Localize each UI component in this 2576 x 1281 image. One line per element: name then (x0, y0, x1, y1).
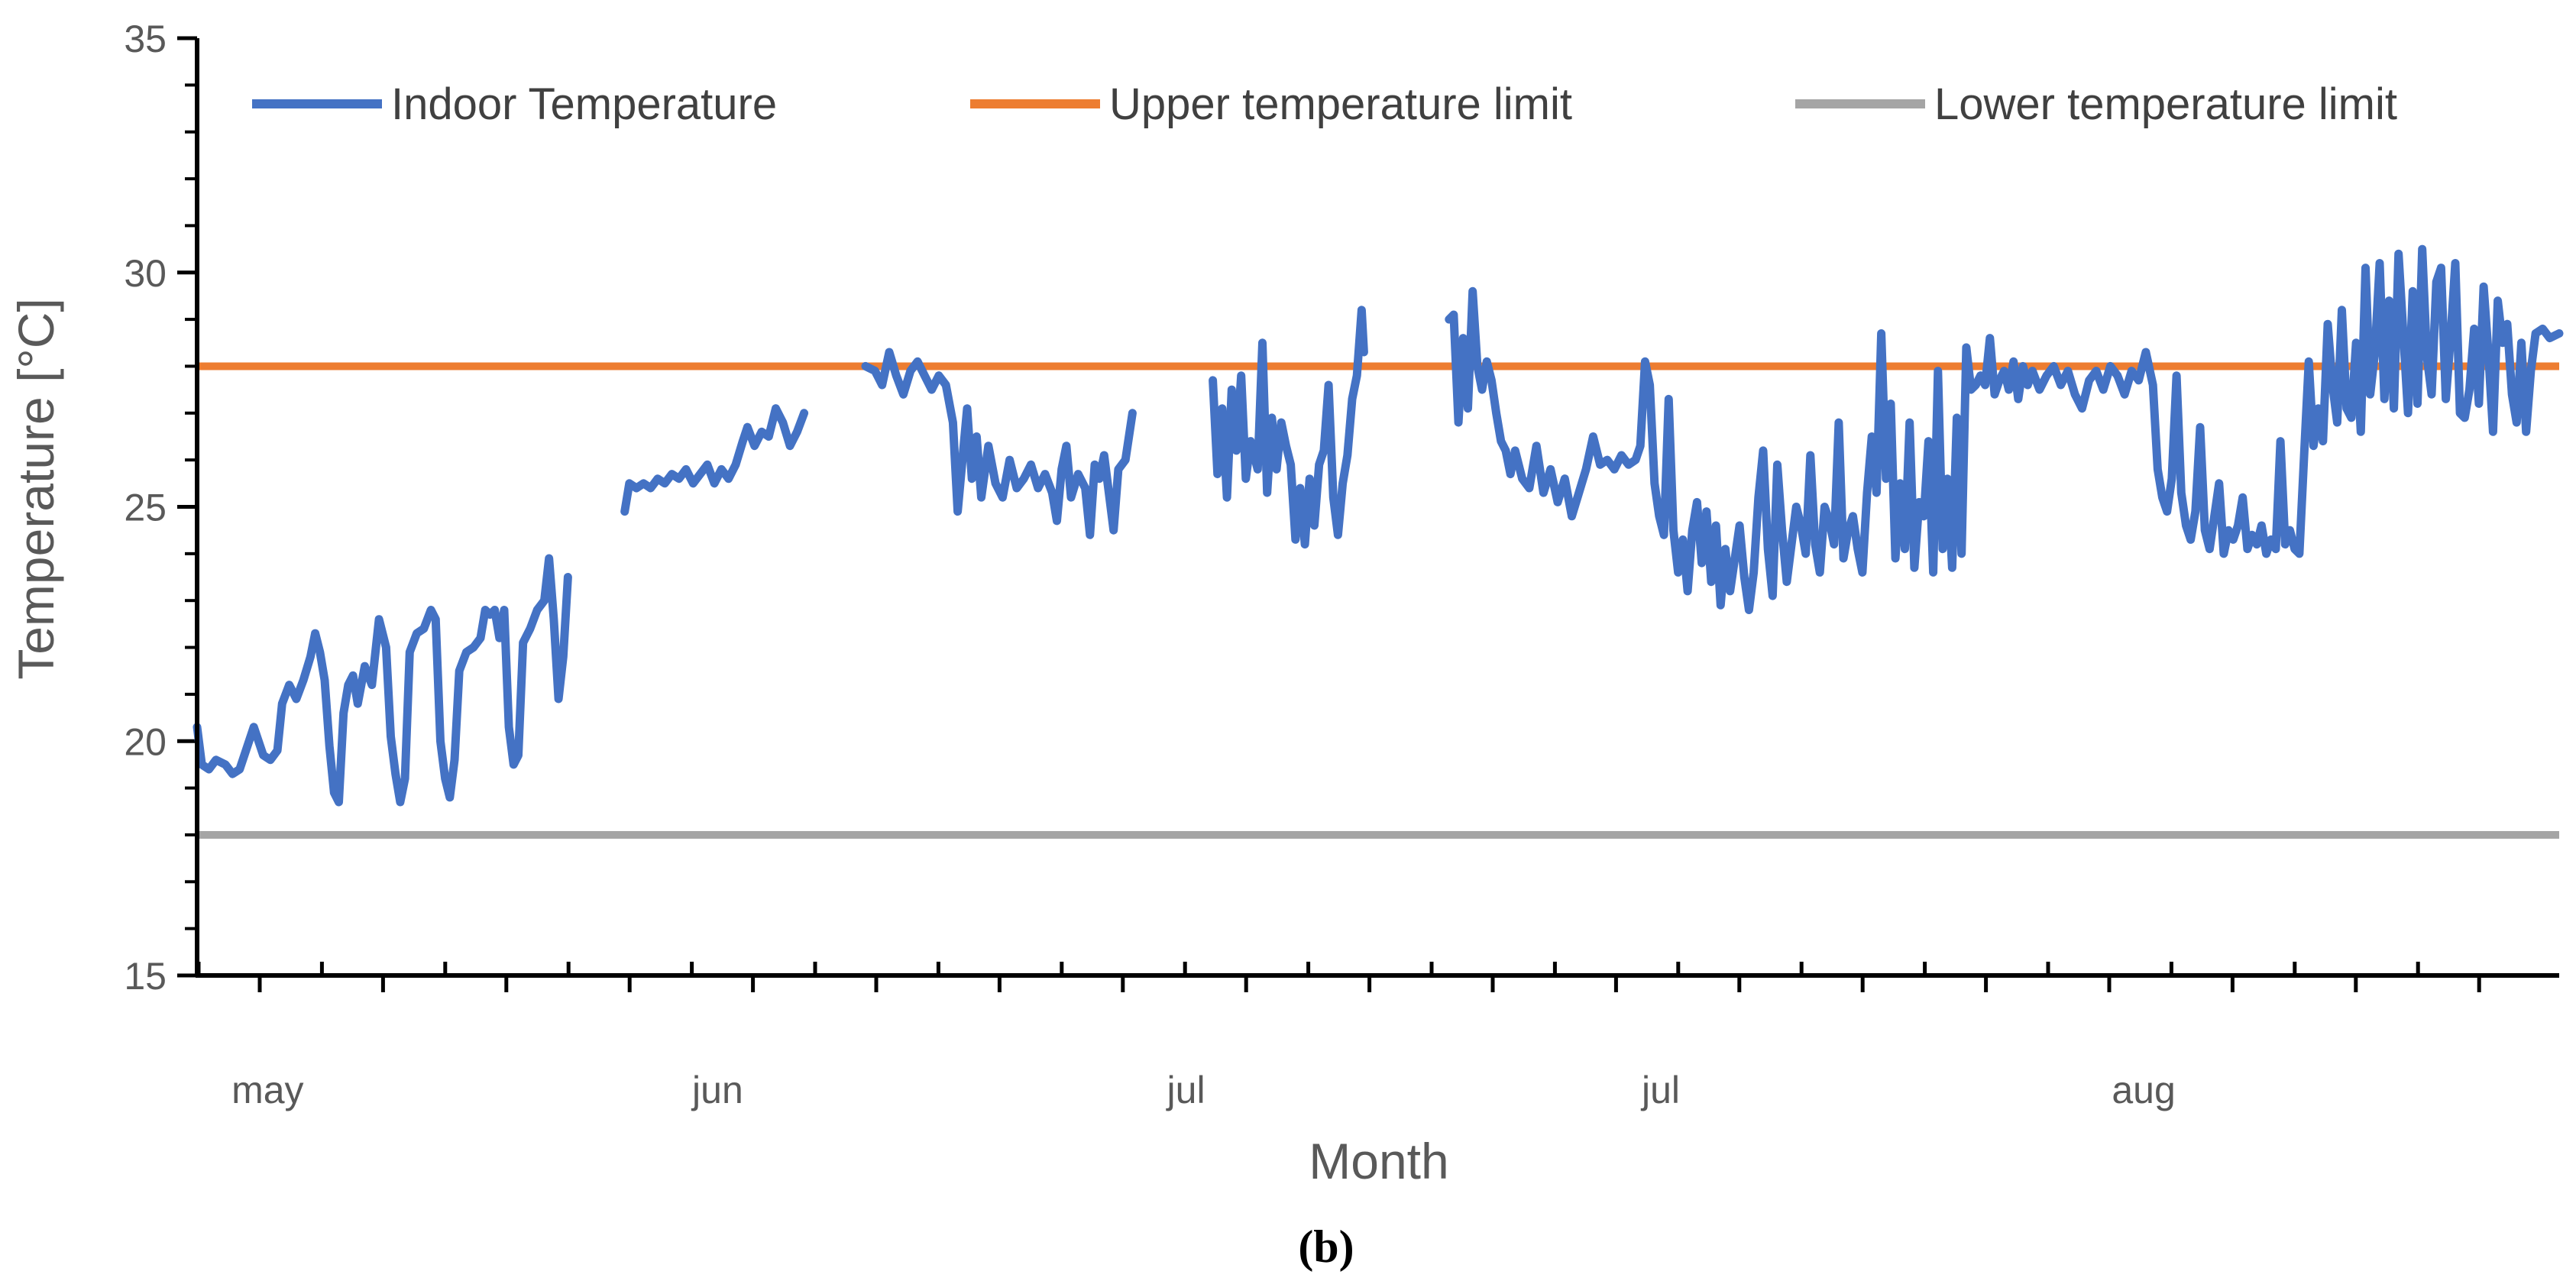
x-axis-title: Month (1309, 1133, 1448, 1189)
legend-label-upper: Upper temperature limit (1109, 79, 1572, 129)
figure-caption: (b) (1298, 1221, 1354, 1272)
y-tick-label: 30 (124, 252, 167, 295)
x-month-label: jul (1640, 1069, 1680, 1111)
y-axis-title: Temperature [°C] (8, 298, 64, 680)
indoor-temperature-line (1445, 244, 2564, 614)
indoor-temperature-line (620, 404, 809, 516)
legend: Indoor Temperature Upper temperature lim… (252, 79, 2397, 129)
x-month-label: jun (691, 1069, 743, 1111)
indoor-temperature-line (193, 554, 572, 807)
legend-label-indoor: Indoor Temperature (391, 79, 777, 129)
indoor-temperature-line (1209, 306, 1368, 549)
x-axis-month-labels: may jun jul jul aug (231, 1069, 2176, 1111)
x-month-label: may (231, 1069, 303, 1111)
y-tick-label: 25 (124, 487, 167, 529)
indoor-temperature-line (861, 348, 1137, 539)
y-axis-ticks: 15 20 25 30 35 (124, 18, 197, 998)
y-tick-label: 20 (124, 720, 167, 763)
y-tick-label: 15 (124, 955, 167, 998)
series-layer (193, 244, 2564, 839)
y-tick-label: 35 (124, 18, 167, 60)
legend-label-lower: Lower temperature limit (1934, 79, 2397, 129)
x-month-label: jul (1166, 1069, 1205, 1111)
x-month-label: aug (2112, 1069, 2175, 1111)
